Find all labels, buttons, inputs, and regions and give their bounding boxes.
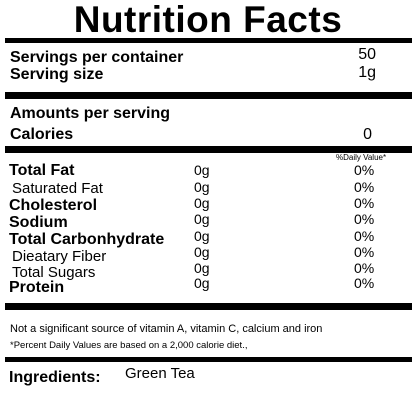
servings-per-container-label: Servings per container bbox=[10, 49, 184, 66]
nutrient-name: Sodium bbox=[9, 214, 68, 231]
daily-value-header: %Daily Value* bbox=[336, 153, 387, 162]
nutrient-name: Total Sugars bbox=[12, 264, 96, 281]
thick-divider-nutrients bbox=[5, 303, 412, 310]
nutrient-amount: 0g bbox=[194, 179, 210, 195]
nutrient-name: Cholesterol bbox=[9, 197, 98, 214]
serving-size-value: 1g bbox=[358, 64, 376, 81]
nutrient-amount: 0g bbox=[194, 162, 210, 178]
nutrient-amount: 0g bbox=[194, 260, 210, 276]
nutrient-dv: 0% bbox=[354, 244, 375, 260]
nutrient-amount: 0g bbox=[194, 244, 210, 260]
nutrient-amount: 0g bbox=[194, 195, 210, 211]
calories-value: 0 bbox=[363, 126, 372, 143]
nutrient-dv: 0% bbox=[354, 228, 375, 244]
nutrient-dv: 0% bbox=[354, 275, 375, 291]
thick-divider-calories bbox=[5, 146, 412, 153]
nutrient-name: Saturated Fat bbox=[12, 180, 103, 197]
ingredients-value: Green Tea bbox=[125, 365, 195, 382]
nutrient-dv: 0% bbox=[354, 260, 375, 276]
label-title: Nutrition Facts bbox=[73, 0, 343, 40]
nutrient-amount: 0g bbox=[194, 228, 210, 244]
nutrient-dv: 0% bbox=[354, 195, 375, 211]
amounts-heading: Amounts per serving bbox=[10, 105, 171, 122]
nutrient-name: Total Carbonhydrate bbox=[9, 231, 165, 248]
thick-divider-top bbox=[5, 38, 412, 43]
vitamin-footnote: Not a significant source of vitamin A, v… bbox=[10, 323, 323, 335]
servings-per-container-value: 50 bbox=[358, 46, 376, 63]
nutrient-name: Protein bbox=[9, 279, 65, 296]
nutrient-dv: 0% bbox=[354, 162, 375, 178]
nutrient-amount: 0g bbox=[194, 211, 210, 227]
nutrient-name: Total Fat bbox=[9, 162, 75, 179]
thick-divider-bottom bbox=[5, 357, 412, 362]
thick-divider-servings bbox=[5, 92, 412, 99]
nutrient-dv: 0% bbox=[354, 211, 375, 227]
nutrient-dv: 0% bbox=[354, 179, 375, 195]
percent-dv-footnote: *Percent Daily Values are based on a 2,0… bbox=[10, 340, 248, 351]
serving-size-label: Serving size bbox=[10, 66, 104, 83]
nutrient-amount: 0g bbox=[194, 275, 210, 291]
nutrient-name: Dieatary Fiber bbox=[12, 248, 107, 265]
calories-label: Calories bbox=[10, 126, 74, 143]
ingredients-label: Ingredients: bbox=[9, 369, 101, 386]
